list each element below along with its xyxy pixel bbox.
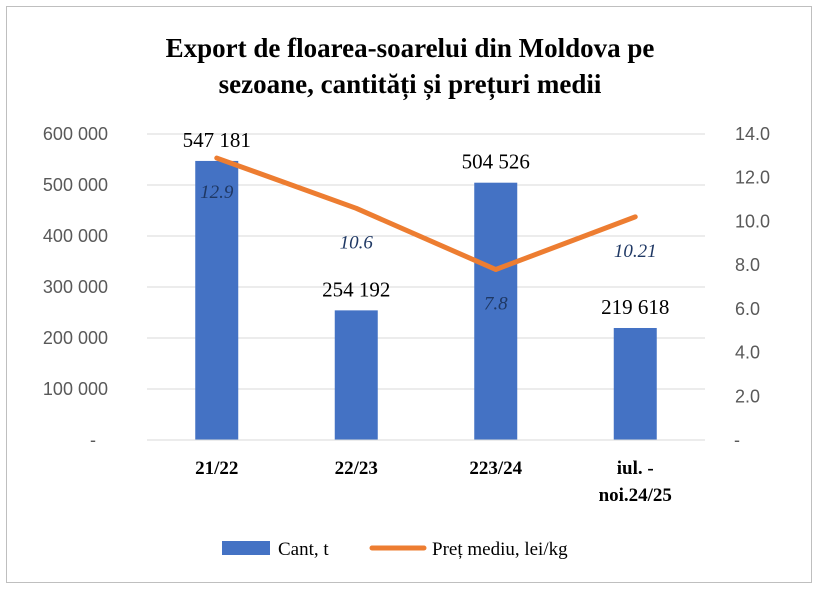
bar-data-label: 254 192 [322,277,390,301]
x-category-label: 22/23 [335,458,378,479]
y-right-tick-label: 4.0 [735,343,760,363]
x-category-label: 21/22 [195,458,238,479]
line-point [215,157,218,160]
chart-frame [6,6,812,583]
y-right-tick-label: 8.0 [735,255,760,275]
line-point [355,207,358,210]
y-right-tick-label: - [734,430,740,450]
line-point [634,215,637,218]
y-right-tick-label: 12.0 [735,168,770,188]
y-left-tick-label: 600 000 [43,124,108,144]
bar-data-label: 547 181 [183,128,251,152]
axes: - 100 000 200 000 300 000 400 000 500 000 600 … [43,124,770,506]
line-data-label: 12.9 [200,182,234,203]
bar [474,182,518,440]
x-category-label: iul. - [617,458,654,479]
line-series [214,155,638,273]
line-data-label: 10.21 [614,241,657,262]
y-right-tick-label: 2.0 [735,386,760,406]
x-category-label: noi.24/25 [599,485,672,506]
data-labels: 547 181 254 192 504 526 219 618 12.9 10.6 7.8 1… [183,128,670,319]
line-point [494,268,497,271]
y-left-tick-label: 500 000 [43,175,108,195]
y-right-tick-label: 10.0 [735,211,770,231]
chart-title: Export de floarea-soarelui din Moldova p… [0,30,820,102]
chart-title-line-1: Export de floarea-soarelui din Moldova p… [165,33,655,63]
y-left-tick-label: 200 000 [43,328,108,348]
bar-series [195,160,657,440]
legend-swatch-bar [222,541,270,555]
x-category-label: 223/24 [469,458,522,479]
price-line [214,155,638,273]
bar [613,327,657,440]
bar-data-label: 219 618 [601,295,669,319]
line-data-label: 7.8 [484,294,508,315]
y-right-tick-label: 14.0 [735,124,770,144]
legend-label-line: Preț mediu, lei/kg [432,539,568,560]
bar [334,310,378,440]
bar-data-label: 504 526 [462,150,530,174]
bar [195,160,239,440]
legend: Cant, t Preț mediu, lei/kg [222,539,568,560]
y-left-tick-label: 100 000 [43,379,108,399]
legend-label-bar: Cant, t [278,539,329,560]
y-left-tick-label: 400 000 [43,226,108,246]
line-data-label: 10.6 [340,232,374,253]
y-right-tick-label: 6.0 [735,299,760,319]
y-left-tick-label: - [90,430,96,450]
y-left-tick-label: 300 000 [43,277,108,297]
chart-title-line-2: sezoane, cantități și prețuri medii [218,69,602,99]
